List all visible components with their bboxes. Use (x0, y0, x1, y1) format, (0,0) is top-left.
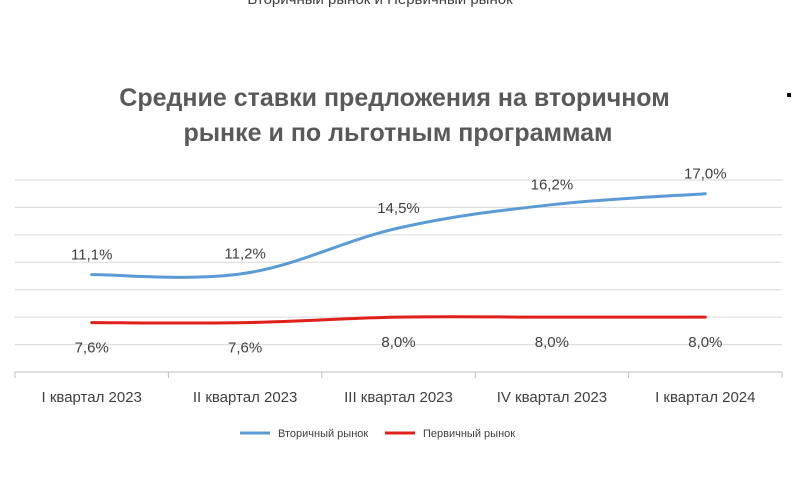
data-label-primary: 8,0% (688, 334, 722, 351)
chart-title-line-2: рынке и по льготным программам (183, 119, 612, 147)
data-label-primary: 7,6% (228, 340, 262, 357)
x-tick-label: I квартал 2023 (42, 389, 142, 406)
data-label-primary: 8,0% (535, 334, 569, 351)
cropped-top-text: Вторичный рынок и Первичный рынок (247, 0, 513, 8)
data-label-primary: 7,6% (75, 340, 109, 357)
chart-title: Средние ставки предложения на вторичном … (119, 84, 676, 147)
x-tick-label: II квартал 2023 (193, 389, 298, 406)
legend: Вторичный рынок Первичный рынок (240, 428, 515, 440)
x-axis: I квартал 2023 II квартал 2023 III квартал… (14, 371, 783, 406)
chart-title-line-1: Средние ставки предложения на вторичном (119, 84, 669, 112)
bullet-marker: ▪ (786, 87, 792, 104)
data-label-primary: 8,0% (381, 334, 415, 351)
data-label-secondary: 17,0% (684, 166, 727, 183)
x-tick-label: IV квартал 2023 (497, 389, 607, 406)
x-tick-label: I квартал 2024 (655, 389, 755, 406)
legend-label-secondary: Вторичный рынок (278, 428, 368, 440)
series-line-primary (90, 315, 707, 325)
data-labels: 11,1% 11,2% 14,5% 16,2% 17,0% 7,6% 7,6% 8,0% 8,0… (71, 166, 727, 357)
gridlines (15, 179, 782, 346)
series-line-secondary (90, 192, 707, 279)
data-label-secondary: 16,2% (531, 177, 574, 194)
data-label-secondary: 11,1% (71, 247, 112, 264)
series-lines (90, 192, 707, 325)
x-tick-label: III квартал 2023 (344, 389, 453, 406)
data-label-secondary: 14,5% (377, 200, 420, 217)
legend-label-primary: Первичный рынок (423, 428, 515, 440)
data-label-secondary: 11,2% (224, 245, 265, 262)
